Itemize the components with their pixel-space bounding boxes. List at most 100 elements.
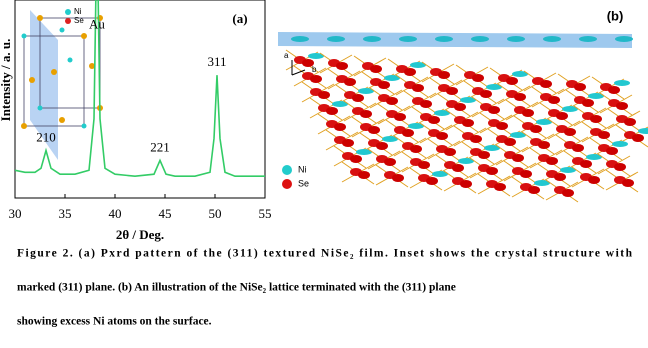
se-atom — [530, 125, 542, 133]
ni-atom — [410, 62, 426, 68]
se-atom — [318, 91, 330, 99]
ni-atom — [382, 136, 398, 142]
ni-atom — [363, 36, 381, 42]
x-tick-label: 30 — [9, 206, 22, 221]
atom — [67, 57, 73, 63]
se-atom — [344, 78, 356, 86]
atom — [21, 123, 27, 129]
se-atom — [546, 157, 558, 165]
se-atom — [420, 100, 432, 108]
ni-atom — [562, 106, 578, 112]
se-atom — [580, 160, 592, 168]
se-atom — [350, 155, 362, 163]
se-atom — [512, 154, 524, 162]
xrd-curve — [15, 0, 265, 178]
se-atom — [444, 148, 456, 156]
x-tick-label: 35 — [59, 206, 72, 221]
se-atom — [540, 80, 552, 88]
axis-label: a — [284, 51, 289, 60]
ni-atom — [615, 36, 633, 42]
ni-atom — [536, 119, 552, 125]
se-atom — [460, 180, 472, 188]
cell — [39, 17, 101, 109]
se-atom — [302, 59, 314, 67]
ni-atom — [408, 123, 424, 129]
caption-line: showing excess Ni atoms on the surface. — [17, 316, 212, 328]
se-atom — [410, 145, 422, 153]
y-axis-label: Intensity / a. u. — [0, 39, 13, 122]
se-atom — [428, 116, 440, 124]
legend-marker — [65, 9, 71, 15]
se-atom — [446, 87, 458, 95]
atom — [81, 33, 87, 39]
se-atom — [582, 99, 594, 107]
se-atom — [478, 151, 490, 159]
ni-atom — [484, 145, 500, 151]
se-atom — [520, 170, 532, 178]
legend-label: Ni — [298, 164, 307, 174]
se-atom — [480, 90, 492, 98]
se-atom — [632, 134, 644, 142]
surface-plane — [278, 32, 632, 48]
atom — [81, 123, 87, 129]
x-tick-label: 50 — [209, 206, 222, 221]
se-atom — [590, 115, 602, 123]
se-atom — [624, 118, 636, 126]
se-atom — [562, 189, 574, 197]
se-atom — [504, 138, 516, 146]
x-tick-label: 40 — [109, 206, 122, 221]
atom — [59, 117, 65, 123]
axis-label: b — [312, 65, 317, 74]
se-atom — [556, 112, 568, 120]
legend-label: Ni — [74, 7, 82, 16]
atom — [21, 33, 27, 39]
ni-atom — [534, 180, 550, 186]
ni-atom — [458, 158, 474, 164]
x-axis-label: 2θ / Deg. — [116, 227, 164, 242]
ni-atom — [586, 154, 602, 160]
cell — [23, 35, 85, 127]
se-atom — [412, 84, 424, 92]
plane — [30, 10, 58, 160]
se-atom — [378, 81, 390, 89]
se-atom — [402, 129, 414, 137]
se-atom — [488, 106, 500, 114]
se-atom — [404, 68, 416, 76]
se-atom — [358, 171, 370, 179]
ni-atom — [358, 88, 374, 94]
se-atom — [360, 110, 372, 118]
ni-atom — [399, 36, 417, 42]
legend-marker — [282, 179, 292, 189]
se-atom — [438, 71, 450, 79]
se-atom — [336, 62, 348, 70]
ni-atom — [614, 80, 630, 86]
se-atom — [496, 122, 508, 130]
x-tick-label: 55 — [259, 206, 272, 221]
peak-label: 210 — [36, 129, 56, 144]
se-atom — [598, 131, 610, 139]
caption-line: marked (311) plane. (b) An illustration … — [17, 282, 456, 294]
se-atom — [514, 93, 526, 101]
legend-label: Se — [74, 16, 84, 25]
peak-label: 311 — [207, 54, 226, 69]
se-atom — [606, 147, 618, 155]
se-atom — [310, 75, 322, 83]
atom — [37, 105, 43, 111]
se-atom — [522, 109, 534, 117]
se-atom — [452, 164, 464, 172]
se-atom — [564, 128, 576, 136]
se-atom — [392, 174, 404, 182]
se-atom — [506, 77, 518, 85]
panel-label: (b) — [607, 8, 624, 23]
atom — [59, 27, 65, 33]
ni-atom — [332, 101, 348, 107]
ni-atom — [384, 75, 400, 81]
se-atom — [426, 177, 438, 185]
se-atom — [538, 141, 550, 149]
ni-atom — [460, 97, 476, 103]
se-atom — [470, 135, 482, 143]
se-atom — [608, 86, 620, 94]
se-atom — [486, 167, 498, 175]
